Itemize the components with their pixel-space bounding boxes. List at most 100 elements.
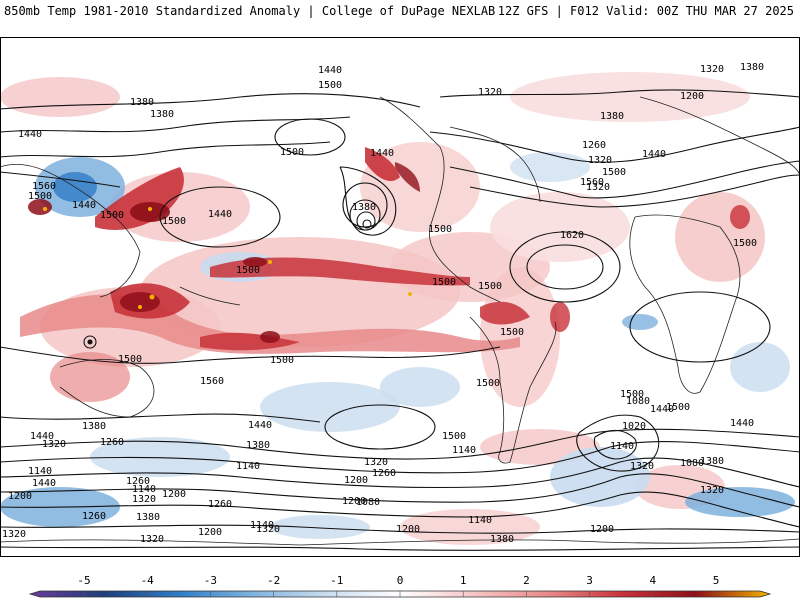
contour-label: 1200 <box>8 491 33 502</box>
contour-label: 1500 <box>500 327 525 338</box>
contour-label: 1440 <box>650 404 675 415</box>
contour-label: 1440 <box>318 65 343 76</box>
contour-label: 1080 <box>356 497 381 508</box>
contour-label: 1560 <box>200 376 225 387</box>
contour-label: 1320 <box>700 485 725 496</box>
contour-label: 1440 <box>370 148 395 159</box>
contour-label: 1200 <box>680 91 705 102</box>
contour-label: 1200 <box>344 475 369 486</box>
contour-label: 1440 <box>730 418 755 429</box>
contour-label: 1260 <box>126 476 151 487</box>
contour-label: 1380 <box>600 111 625 122</box>
contour-label: 1440 <box>32 478 57 489</box>
contour-label: 1440 <box>18 129 43 140</box>
contour-label: 1380 <box>136 512 161 523</box>
contour-label: 1500 <box>100 210 125 221</box>
contour-label: 1140 <box>250 520 275 531</box>
contour-label: 1140 <box>28 466 53 477</box>
contour-label: 1500 <box>318 80 343 91</box>
contour-label: 1320 <box>364 457 389 468</box>
colorbar-tick-label: -2 <box>267 574 280 587</box>
anomaly-shading <box>0 72 795 545</box>
contour-label: 1560 <box>32 181 57 192</box>
contour-label: 1500 <box>602 167 627 178</box>
colorbar-tick-label: 3 <box>586 574 593 587</box>
contour-label: 1380 <box>700 456 725 467</box>
contour-label: 1200 <box>198 527 223 538</box>
contour-label: 1320 <box>132 494 157 505</box>
contour-label: 1380 <box>740 62 765 73</box>
anomaly-map: 1440 1500 1320 1380 1380 1380 1440 1560 1500 1440… <box>0 37 800 557</box>
contour-label: 1440 <box>30 431 55 442</box>
contour-label: 1440 <box>72 200 97 211</box>
contour-label: 1380 <box>246 440 271 451</box>
contour-label: 1200 <box>342 496 367 507</box>
colorbar-tick-label: 2 <box>523 574 530 587</box>
contour-label: 1200 <box>396 524 421 535</box>
contour-label: 1500 <box>270 355 295 366</box>
contour-label: 1260 <box>82 511 107 522</box>
contour-label: 1140 <box>468 515 493 526</box>
contour-label: 1500 <box>28 191 53 202</box>
contour-label: 1320 <box>586 182 611 193</box>
colorbar-tick-label: -3 <box>204 574 217 587</box>
contour-label: 1380 <box>150 109 175 120</box>
contour-label: 1140 <box>610 441 635 452</box>
contour-label: 1140 <box>236 461 261 472</box>
colorbar-tick-label: 0 <box>397 574 404 587</box>
contour-label: 1500 <box>280 147 305 158</box>
colorbar-tick-label: 5 <box>713 574 720 587</box>
contour-label: 1380 <box>490 534 515 545</box>
contour-label: 1440 <box>642 149 667 160</box>
contour-label: 1140 <box>452 445 477 456</box>
contour-label: 1200 <box>162 489 187 500</box>
contour-label: 1500 <box>118 354 143 365</box>
contour-label: 1440 <box>208 209 233 220</box>
contour-label: 1080 <box>626 396 651 407</box>
colorbar-tick-label: 4 <box>649 574 656 587</box>
contour-label: 1320 <box>2 529 27 540</box>
contour-label-layer: 1440 1500 1320 1380 1380 1380 1440 1560 1500 1440… <box>0 37 800 557</box>
contour-label: 1380 <box>130 97 155 108</box>
contour-label: 1500 <box>428 224 453 235</box>
contour-label: 1140 <box>132 484 157 495</box>
contour-label: 1320 <box>478 87 503 98</box>
height-contours <box>0 89 800 551</box>
contour-label: 1320 <box>700 64 725 75</box>
contour-label: 1260 <box>208 499 233 510</box>
contour-label: 1440 <box>248 420 273 431</box>
contour-label: 1080 <box>680 458 705 469</box>
contour-label: 1500 <box>620 389 645 400</box>
contour-label: 1320 <box>42 439 67 450</box>
contour-label: 1320 <box>140 534 165 545</box>
contour-label: 1500 <box>236 265 261 276</box>
contour-label: 1260 <box>582 140 607 151</box>
contour-label: 1500 <box>442 431 467 442</box>
contour-label: 1260 <box>372 468 397 479</box>
contour-label: 1620 <box>560 230 585 241</box>
contour-label: 1020 <box>622 421 647 432</box>
model-run-info: 12Z GFS | F012 Valid: 00Z THU MAR 27 202… <box>497 4 794 18</box>
contour-label: 1320 <box>630 461 655 472</box>
map-title: 850mb Temp 1981-2010 Standardized Anomal… <box>4 4 496 18</box>
colorbar-tick-label: -5 <box>77 574 90 587</box>
contour-label: 1320 <box>256 524 281 535</box>
colorbar-svg: -5 -4 -3 -2 -1 0 1 2 3 4 5 <box>28 574 772 598</box>
contour-label: 1200 <box>590 524 615 535</box>
contour-label: 1260 <box>100 437 125 448</box>
contour-label: 1500 <box>478 281 503 292</box>
contour-label: 1500 <box>476 378 501 389</box>
contour-label: 1560 <box>580 177 605 188</box>
colorbar-tick-label: 1 <box>460 574 467 587</box>
contour-label: 1380 <box>82 421 107 432</box>
colorbar: -5 -4 -3 -2 -1 0 1 2 3 4 5 <box>12 571 788 600</box>
contour-label: 1500 <box>733 238 758 249</box>
colorbar-tick-label: -1 <box>330 574 343 587</box>
coastlines <box>0 96 800 546</box>
contour-label: 1320 <box>588 155 613 166</box>
contour-label: 1500 <box>432 277 457 288</box>
map-canvas <box>0 37 800 557</box>
contour-label: 1500 <box>666 402 691 413</box>
contour-label: 1500 <box>162 216 187 227</box>
contour-label: 1380 <box>352 202 377 213</box>
